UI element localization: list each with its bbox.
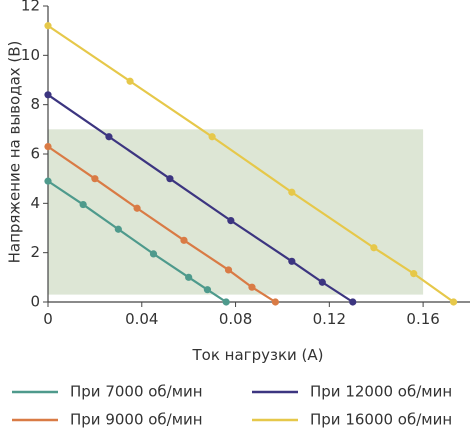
series-2: [44, 143, 280, 306]
data-point: [288, 257, 296, 265]
y-tick-label: 4: [30, 194, 40, 212]
series-4: [44, 22, 458, 306]
legend-item-2: При 9000 об/мин: [12, 411, 203, 429]
data-point: [114, 225, 122, 233]
data-point: [79, 200, 87, 209]
data-point: [248, 283, 256, 291]
data-point: [133, 204, 141, 212]
data-point: [185, 273, 193, 281]
data-point: [208, 133, 216, 141]
data-point: [349, 298, 357, 306]
data-point: [91, 175, 99, 183]
legend-item-1: При 7000 об/мин: [12, 383, 203, 401]
data-point: [224, 266, 233, 274]
data-point: [370, 244, 378, 252]
legend-label: При 7000 об/мин: [70, 383, 203, 401]
x-tick-label: 0.12: [313, 310, 346, 328]
data-point: [126, 77, 134, 85]
legend-item-4: При 16000 об/мин: [252, 411, 452, 429]
data-point: [227, 217, 235, 225]
data-point: [271, 298, 280, 306]
y-tick-label: 12: [21, 0, 40, 15]
y-tick-label: 2: [30, 243, 40, 261]
data-point: [44, 177, 52, 185]
plot-region: 0 2 4 6 8 10 12 0 0.04 0.08 0.12 0.16: [21, 0, 470, 328]
legend-label: При 16000 об/мин: [310, 411, 452, 429]
shaded-region: [48, 129, 424, 295]
data-point: [222, 298, 230, 306]
y-tick-label: 0: [30, 293, 40, 311]
data-point: [180, 236, 188, 244]
data-point: [149, 250, 158, 258]
data-point: [105, 133, 113, 141]
data-point: [44, 22, 52, 30]
legend-label: При 9000 об/мин: [70, 411, 203, 429]
data-point: [44, 143, 52, 151]
data-point: [318, 278, 326, 286]
data-point: [44, 91, 52, 99]
data-point: [166, 175, 174, 183]
x-tick-label: 0.04: [125, 310, 158, 328]
x-tick-label: 0: [43, 310, 53, 328]
data-point: [203, 286, 212, 294]
series-1: [44, 177, 230, 306]
legend-item-3: При 12000 об/мин: [252, 383, 452, 401]
data-point: [410, 270, 418, 278]
x-axis-label: Ток нагрузки (А): [192, 346, 324, 364]
legend-label: При 12000 об/мин: [310, 383, 452, 401]
y-tick-label: 10: [21, 46, 40, 64]
y-tick-label: 6: [30, 145, 40, 163]
legend: При 7000 об/мин При 9000 об/мин При 12000 …: [12, 383, 452, 429]
data-point: [449, 298, 458, 306]
y-axis-label: Напряжение на выводах (В): [6, 41, 24, 264]
x-tick-label: 0.08: [219, 310, 252, 328]
data-point: [288, 188, 296, 196]
series-3: [44, 91, 357, 306]
y-tick-label: 8: [30, 95, 40, 113]
x-tick-label: 0.16: [406, 310, 439, 328]
